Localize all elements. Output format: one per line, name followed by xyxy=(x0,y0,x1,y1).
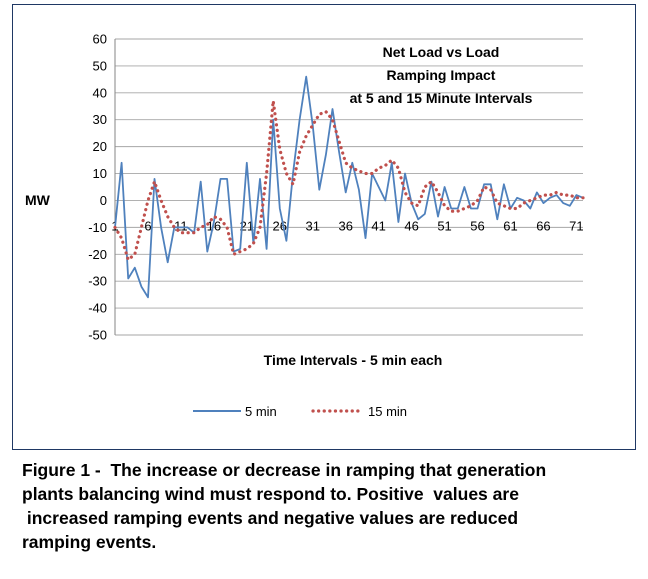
y-tick-label: 50 xyxy=(93,58,107,73)
x-tick-label: 71 xyxy=(569,218,583,233)
y-axis-title: MW xyxy=(25,192,51,208)
y-tick-label: 0 xyxy=(100,193,107,208)
x-tick-label: 56 xyxy=(470,218,484,233)
x-tick-label: 11 xyxy=(174,218,188,233)
legend: 5 min 15 min xyxy=(193,404,407,419)
x-tick-label: 51 xyxy=(437,218,451,233)
x-tick-label: 46 xyxy=(404,218,418,233)
x-tick-label: 66 xyxy=(536,218,550,233)
caption-line-4: ramping events. xyxy=(22,532,157,552)
chart-title: Net Load vs Load Ramping Impact at 5 and… xyxy=(350,44,533,106)
legend-label-5min: 5 min xyxy=(245,404,277,419)
y-tick-label: 40 xyxy=(93,85,107,100)
y-tick-label: -20 xyxy=(88,247,107,262)
y-tick-label: 30 xyxy=(93,112,107,127)
x-tick-label: 41 xyxy=(371,218,385,233)
x-axis-title: Time Intervals - 5 min each xyxy=(264,352,443,368)
caption-line-3: increased ramping events and negative va… xyxy=(22,508,519,528)
y-tick-label: 60 xyxy=(93,32,107,47)
y-tick-label: -40 xyxy=(88,301,107,316)
series-line-15min xyxy=(113,99,585,262)
y-tick-label: 20 xyxy=(93,139,107,154)
y-tick-label: -50 xyxy=(88,328,107,343)
legend-label-15min: 15 min xyxy=(368,404,407,419)
chart-title-line-1: Net Load vs Load xyxy=(383,44,500,60)
y-tick-label: -30 xyxy=(88,274,107,289)
y-tick-label: -10 xyxy=(88,220,107,235)
chart-frame: 60 50 40 30 20 10 0 -10 -20 -30 -40 -50 1 6 11 16 21 26 3… xyxy=(12,4,636,450)
chart-title-line-3: at 5 and 15 Minute Intervals xyxy=(350,90,533,106)
y-tick-labels: 60 50 40 30 20 10 0 -10 -20 -30 -40 -50 xyxy=(88,32,107,343)
y-tick-label: 10 xyxy=(93,166,107,181)
chart-title-line-2: Ramping Impact xyxy=(387,67,496,83)
x-tick-label: 21 xyxy=(240,218,254,233)
series-line-5min xyxy=(114,75,584,299)
caption-line-2: plants balancing wind must respond to. P… xyxy=(22,484,519,504)
figure-caption: Figure 1 - The increase or decrease in r… xyxy=(22,458,642,554)
x-tick-label: 6 xyxy=(144,218,151,233)
gridlines xyxy=(114,38,583,336)
x-tick-label: 36 xyxy=(338,218,352,233)
x-tick-label: 31 xyxy=(306,218,320,233)
x-tick-labels: 1 6 11 16 21 26 31 36 41 46 51 56 61 66 71 xyxy=(111,218,583,233)
x-tick-label: 61 xyxy=(503,218,517,233)
series-lines xyxy=(113,75,585,299)
caption-line-1: Figure 1 - The increase or decrease in r… xyxy=(22,460,547,480)
